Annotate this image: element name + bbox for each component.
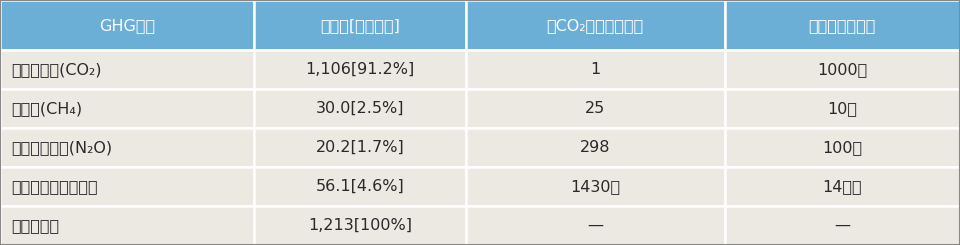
Text: 14年等: 14年等 bbox=[823, 179, 862, 194]
Text: GHG種類: GHG種類 bbox=[99, 18, 156, 33]
Bar bbox=[725, 128, 960, 167]
Text: 30.0[2.5%]: 30.0[2.5%] bbox=[316, 101, 404, 116]
Bar bbox=[0, 50, 254, 89]
Text: —: — bbox=[588, 218, 603, 233]
Text: 大気に残る期間: 大気に残る期間 bbox=[808, 18, 876, 33]
Text: 10年: 10年 bbox=[828, 101, 857, 116]
Bar bbox=[725, 0, 960, 50]
Bar bbox=[0, 167, 254, 206]
Text: 1,213[100%]: 1,213[100%] bbox=[308, 218, 412, 233]
Bar bbox=[0, 0, 254, 50]
Text: 1,106[91.2%]: 1,106[91.2%] bbox=[305, 62, 415, 77]
Text: 56.1[4.6%]: 56.1[4.6%] bbox=[316, 179, 404, 194]
Bar bbox=[254, 0, 466, 50]
Bar bbox=[466, 167, 725, 206]
Text: 25: 25 bbox=[585, 101, 606, 116]
Bar bbox=[254, 128, 466, 167]
Text: 代替フロン等４ガス: 代替フロン等４ガス bbox=[12, 179, 98, 194]
Bar bbox=[466, 50, 725, 89]
Bar bbox=[254, 167, 466, 206]
Text: 合計７種類: 合計７種類 bbox=[12, 218, 60, 233]
Bar bbox=[254, 50, 466, 89]
Text: 100年: 100年 bbox=[823, 140, 862, 155]
Bar bbox=[466, 128, 725, 167]
Text: 1: 1 bbox=[590, 62, 600, 77]
Text: 1430等: 1430等 bbox=[570, 179, 620, 194]
Bar bbox=[466, 206, 725, 245]
Text: 298: 298 bbox=[580, 140, 611, 155]
Text: —: — bbox=[834, 218, 851, 233]
Bar bbox=[466, 89, 725, 128]
Text: 排出量[構成比率]: 排出量[構成比率] bbox=[320, 18, 400, 33]
Bar bbox=[0, 128, 254, 167]
Bar bbox=[254, 206, 466, 245]
Bar bbox=[725, 50, 960, 89]
Bar bbox=[0, 206, 254, 245]
Text: 二酸化炭素(CO₂): 二酸化炭素(CO₂) bbox=[12, 62, 102, 77]
Bar bbox=[725, 167, 960, 206]
Text: メタン(CH₄): メタン(CH₄) bbox=[12, 101, 83, 116]
Bar bbox=[254, 89, 466, 128]
Text: 一酸化二窒素(N₂O): 一酸化二窒素(N₂O) bbox=[12, 140, 112, 155]
Bar bbox=[466, 0, 725, 50]
Bar bbox=[725, 206, 960, 245]
Text: 1000年: 1000年 bbox=[817, 62, 868, 77]
Bar bbox=[725, 89, 960, 128]
Text: 対CO₂温室効果比率: 対CO₂温室効果比率 bbox=[546, 18, 644, 33]
Bar bbox=[0, 89, 254, 128]
Text: 20.2[1.7%]: 20.2[1.7%] bbox=[316, 140, 404, 155]
